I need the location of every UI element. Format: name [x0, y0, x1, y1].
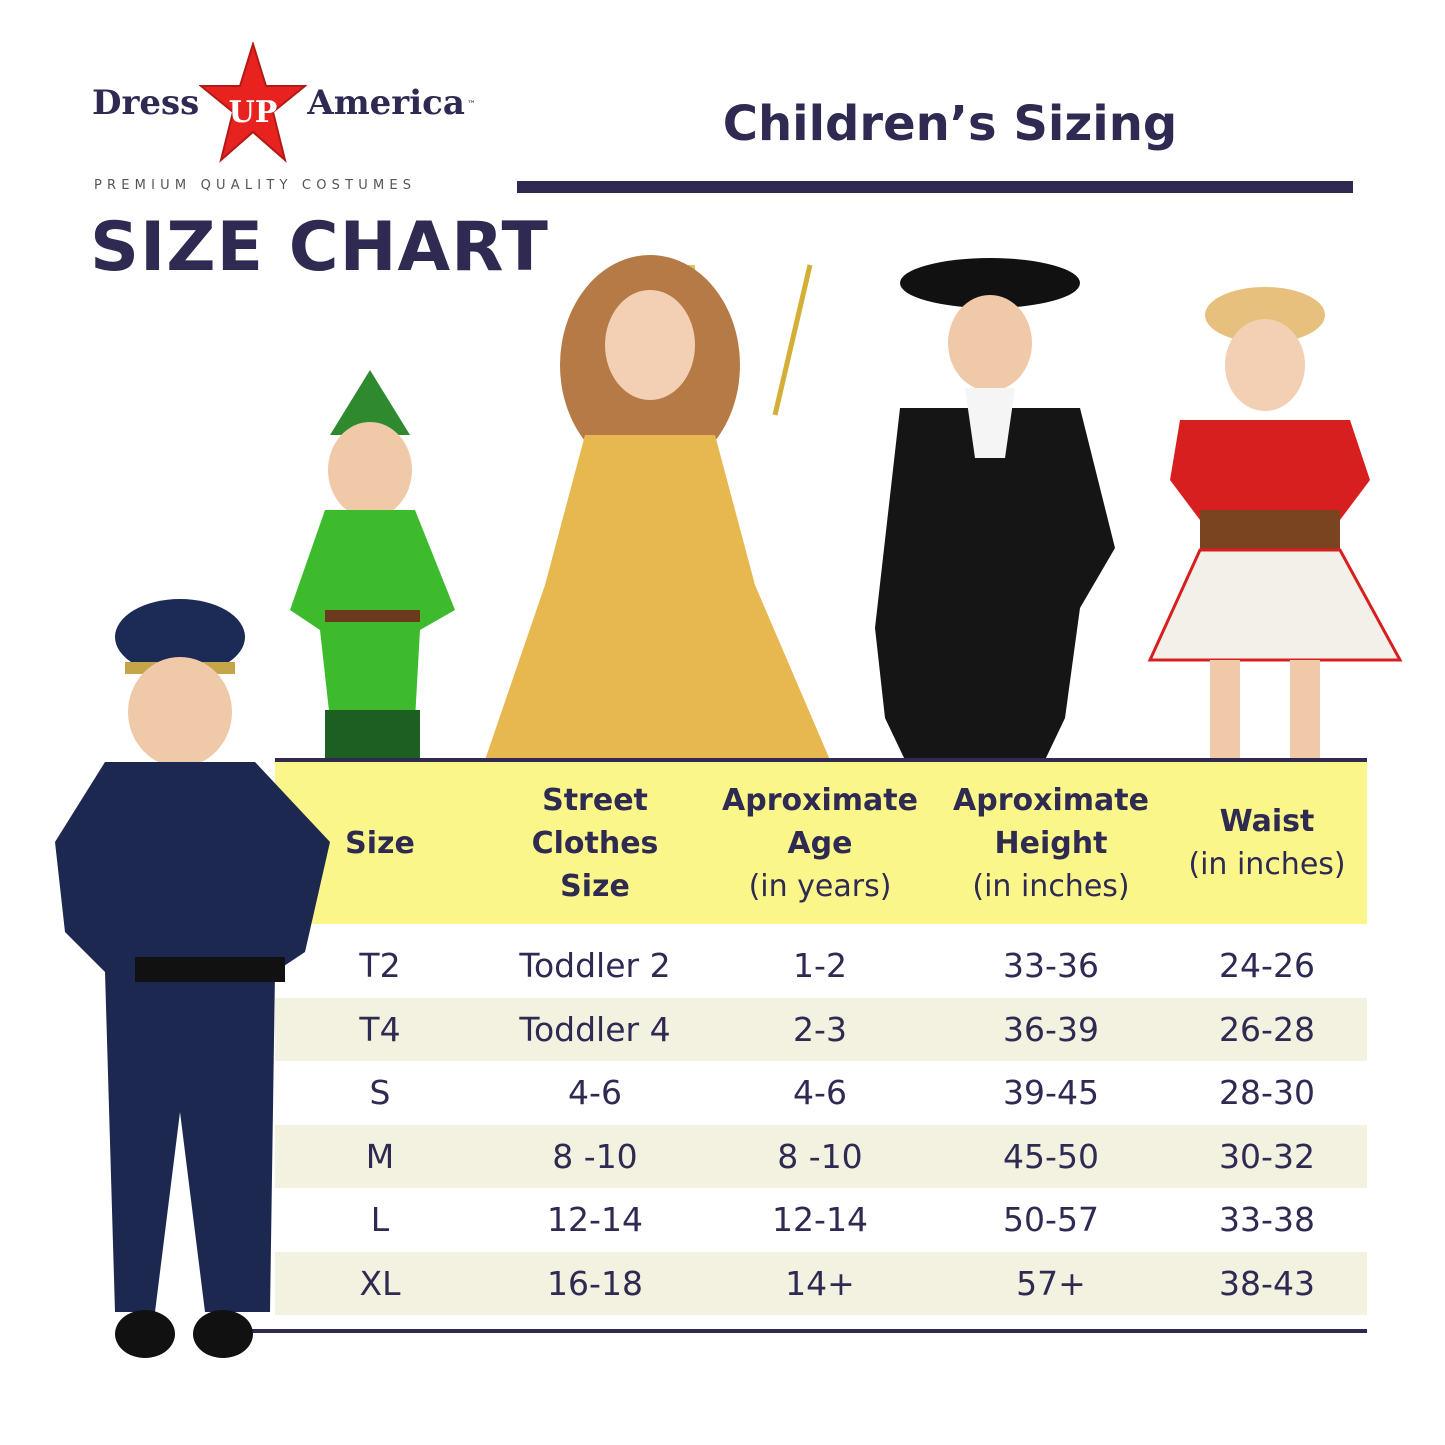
table-cell: M	[365, 1136, 395, 1176]
title-divider	[517, 181, 1353, 193]
table-cell: L	[370, 1200, 390, 1240]
table-cell: T2	[359, 946, 401, 986]
princess-costume-photo	[485, 255, 830, 760]
cowgirl-costume-photo	[1147, 287, 1403, 760]
table-cell: 36-39	[1003, 1009, 1099, 1049]
police-costume-photo	[55, 599, 330, 1358]
table-row: T2 Toddler 2 1-2 33-36 24-26	[275, 934, 1367, 998]
page-title: Children’s Sizing	[722, 96, 1178, 152]
table-cell: 33-36	[1003, 946, 1099, 986]
colonial-costume-photo	[875, 258, 1115, 760]
table-cell: S	[369, 1073, 391, 1113]
table-cell: XL	[359, 1263, 401, 1303]
table-header: Size Street Clothes Size Aproximate Age (in …	[275, 758, 1367, 924]
table-cell: 57+	[1016, 1263, 1086, 1303]
table-cell: 16-18	[547, 1263, 643, 1303]
table-cell: 24-26	[1219, 946, 1315, 986]
header-height: Aproximate Height (in inches)	[953, 782, 1149, 904]
table-cell: Toddler 2	[519, 946, 671, 986]
table-cell: 45-50	[1003, 1136, 1099, 1176]
logo-star-text: UP	[229, 95, 278, 130]
table-cell: 8 -10	[777, 1136, 863, 1176]
table-cell: T4	[359, 1009, 401, 1049]
table-row: XL 16-18 14+ 57+ 38-43	[275, 1251, 1367, 1315]
table-cell: 1-2	[793, 946, 847, 986]
header-size: Size	[345, 825, 415, 861]
table-row: S 4-6 4-6 39-45 28-30	[275, 1061, 1367, 1125]
table-cell: 39-45	[1003, 1073, 1099, 1113]
size-table: Size Street Clothes Size Aproximate Age (in …	[275, 758, 1367, 1315]
table-cell: 50-57	[1003, 1200, 1099, 1240]
trademark: ™	[466, 100, 476, 110]
table-cell: 38-43	[1219, 1263, 1315, 1303]
table-cell: 12-14	[547, 1200, 643, 1240]
table-cell: 4-6	[793, 1073, 847, 1113]
table-cell: 2-3	[793, 1009, 847, 1049]
logo-text-dress: Dress	[92, 83, 200, 123]
table-cell: Toddler 4	[519, 1009, 671, 1049]
header-street-clothes-size: Street Clothes Size	[531, 782, 659, 904]
table-row: M 8 -10 8 -10 45-50 30-32	[275, 1124, 1367, 1188]
table-row: L 12-14 12-14 50-57 33-38	[275, 1188, 1367, 1252]
brand-logo: Dress UP America ™	[92, 42, 476, 164]
table-cell: 4-6	[568, 1073, 622, 1113]
logo-text-america: America	[307, 83, 465, 123]
table-body: T2 Toddler 2 1-2 33-36 24-26 T4 Toddler 4 2-3 36…	[275, 934, 1367, 1315]
tagline: PREMIUM QUALITY COSTUMES	[94, 178, 417, 193]
table-cell: 28-30	[1219, 1073, 1315, 1113]
header-waist: Waist (in inches)	[1188, 804, 1346, 882]
table-cell: 33-38	[1219, 1200, 1315, 1240]
table-cell: 8 -10	[552, 1136, 638, 1176]
page-heading: SIZE CHART	[90, 208, 549, 287]
star-logo-icon: UP	[199, 42, 308, 163]
table-cell: 12-14	[772, 1200, 868, 1240]
table-bottom-rule	[245, 1329, 1367, 1333]
table-cell: 30-32	[1219, 1136, 1315, 1176]
table-row: T4 Toddler 4 2-3 36-39 26-28	[275, 997, 1367, 1061]
table-cell: 14+	[785, 1263, 855, 1303]
header-age: Aproximate Age (in years)	[722, 782, 918, 904]
table-cell: 26-28	[1219, 1009, 1315, 1049]
peter-pan-costume-photo	[290, 370, 455, 760]
